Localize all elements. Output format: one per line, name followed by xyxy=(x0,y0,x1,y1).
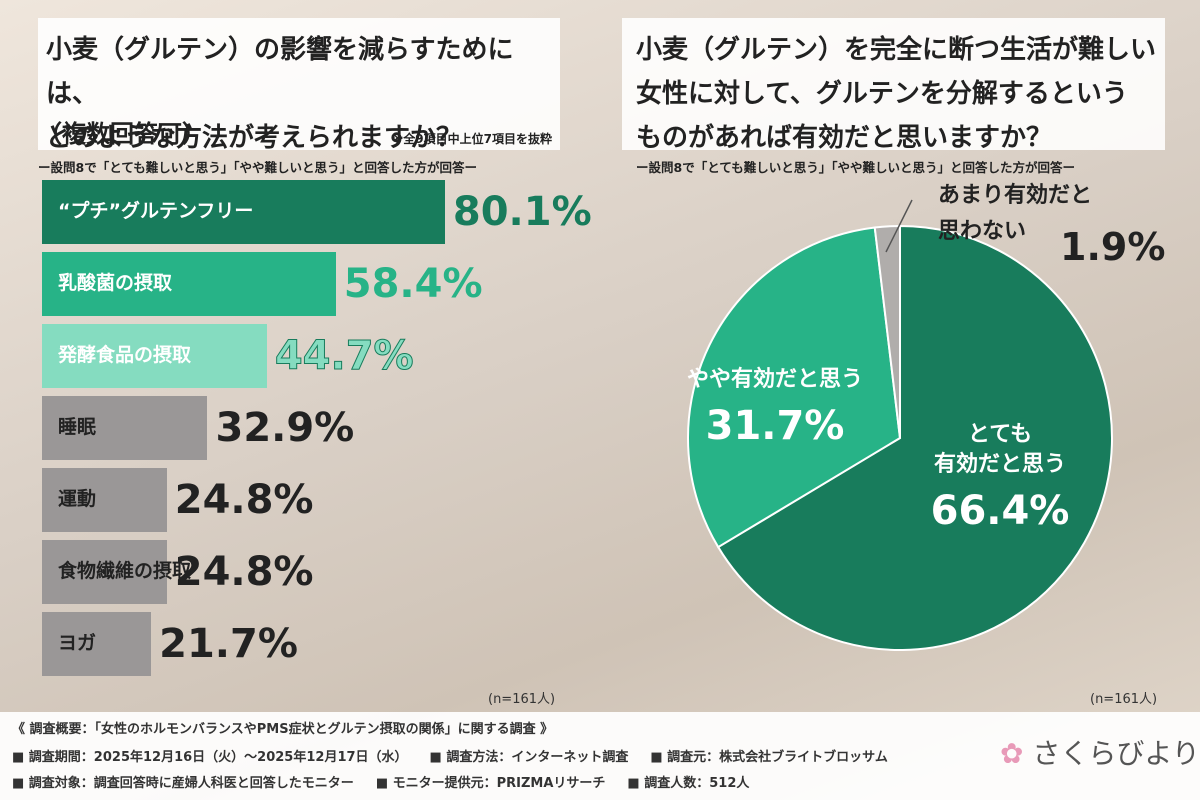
category-label: 発酵食品の摂取 xyxy=(58,344,192,366)
category-label: 食物繊維の摂取 xyxy=(58,560,192,582)
right-sample: (n=161人) xyxy=(1090,692,1158,707)
logo-text: さくらびより xyxy=(1032,737,1200,770)
left-note: ※全9項目中上位7項目を抜粋 xyxy=(391,132,552,146)
left-title-box: 小麦（グルテン）の影響を減らすためには、 どのような方法が考えられますか？ （複… xyxy=(38,18,560,153)
right-title-box: 小麦（グルテン）を完全に断つ生活が難しい 女性に対して、グルテンを分解するという… xyxy=(622,18,1165,153)
pie-slice xyxy=(687,226,902,549)
right-title: 小麦（グルテン）を完全に断つ生活が難しい 女性に対して、グルテンを分解するという… xyxy=(636,35,1157,153)
value-label: 21.7% xyxy=(159,621,298,667)
bar xyxy=(42,180,445,244)
category-label: “プチ”グルテンフリー xyxy=(58,200,254,222)
logo: ✿ さくらびより xyxy=(1000,737,1200,770)
footer-row: ■ 調査対象：調査回答時に産婦人科医と回答したモニター ■ モニター提供元：PRI… xyxy=(12,768,888,794)
bar xyxy=(42,252,336,316)
value-label: 32.9% xyxy=(215,405,355,451)
footer-item: ■ 調査方法：インターネット調査 xyxy=(429,749,629,765)
category-label: ヨガ xyxy=(58,632,97,654)
slice-label: とても 有効だと思う xyxy=(933,422,1066,477)
left-title: 小麦（グルテン）の影響を減らすためには、 どのような方法が考えられますか？ xyxy=(46,35,514,153)
left-subtitle: （複数回答可） xyxy=(38,120,206,148)
category-label: 乳酸菌の摂取 xyxy=(58,272,173,294)
value-label: 24.8% xyxy=(174,549,314,595)
bar xyxy=(42,468,167,532)
left-question-note: ー設問8で「とても難しいと思う」「やや難しいと思う」と回答した方が回答ー xyxy=(38,160,477,175)
footer-item: ■ モニター提供元：PRIZMAリサーチ xyxy=(375,775,606,791)
value-label: 24.8% xyxy=(174,477,314,523)
value-label: 58.4% xyxy=(343,261,483,307)
slice-value: 66.4% xyxy=(930,488,1070,534)
value-label: 44.7% xyxy=(274,333,414,379)
bar xyxy=(42,612,152,676)
footer-row: ■ 調査期間：2025年12月16日（火）～2025年12月17日（水） ■ 調査… xyxy=(12,742,888,768)
footer-item: ■ 調査元：株式会社ブライトブロッサム xyxy=(650,749,888,765)
footer-item: ■ 調査対象：調査回答時に産婦人科医と回答したモニター xyxy=(12,775,354,791)
slice-label: あまり有効だと 思わない xyxy=(938,183,1093,244)
footer: 《 調査概要：「女性のホルモンバランスやPMS症状とグルテン摂取の関係」に関する… xyxy=(0,712,1200,800)
left-sample: (n=161人) xyxy=(488,692,556,707)
bar xyxy=(42,396,208,460)
bar xyxy=(42,324,267,388)
slice-value: 1.9% xyxy=(1060,225,1166,269)
category-label: 睡眠 xyxy=(58,416,97,438)
bar xyxy=(42,540,167,604)
footer-item: ■ 調査期間：2025年12月16日（火）～2025年12月17日（水） xyxy=(12,749,408,765)
category-label: 運動 xyxy=(58,488,97,510)
right-question-note: ー設問8で「とても難しいと思う」「やや難しいと思う」と回答した方が回答ー xyxy=(636,160,1075,175)
slice-label: やや有効だと思う xyxy=(686,367,863,392)
footer-item: ■ 調査人数：512人 xyxy=(627,775,750,791)
pie-slice xyxy=(716,224,1113,651)
pie-slice xyxy=(873,224,901,439)
footer-heading: 《 調査概要：「女性のホルモンバランスやPMS症状とグルテン摂取の関係」に関する… xyxy=(12,722,554,737)
value-label: 80.1% xyxy=(452,189,592,235)
leader-line xyxy=(885,199,913,253)
slice-value: 31.7% xyxy=(705,403,845,449)
footer-rows: ■ 調査期間：2025年12月16日（火）～2025年12月17日（水） ■ 調査… xyxy=(12,742,888,794)
